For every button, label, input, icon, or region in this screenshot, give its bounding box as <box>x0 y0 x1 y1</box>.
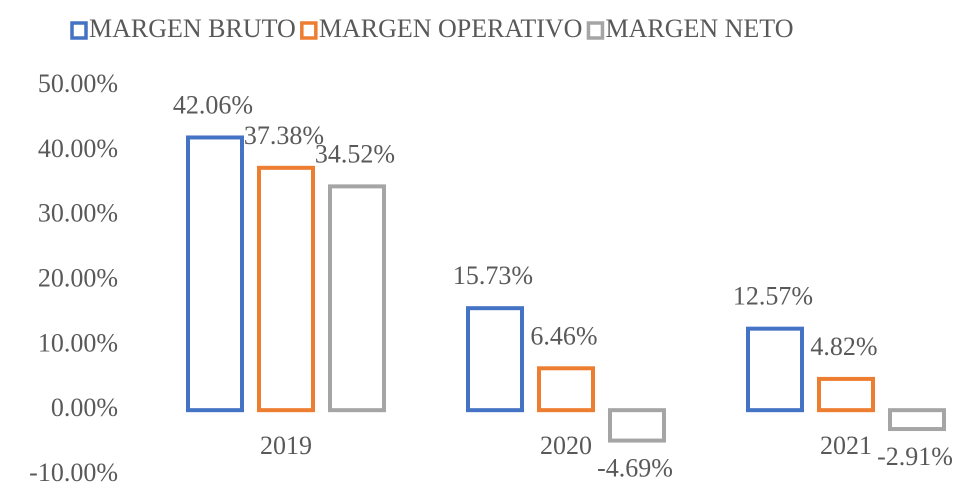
y-tick-label: 30.00% <box>38 199 118 228</box>
bar <box>466 306 524 413</box>
y-tick-label: 0.00% <box>51 393 118 422</box>
bar <box>186 135 244 413</box>
value-label: 15.73% <box>453 261 533 290</box>
legend-label: MARGEN BRUTO <box>89 14 296 43</box>
legend-label: MARGEN OPERATIVO <box>319 14 583 43</box>
bar <box>257 165 315 413</box>
bar <box>328 184 386 413</box>
value-label: 12.57% <box>733 282 813 311</box>
bar <box>537 366 595 413</box>
y-tick-label: 40.00% <box>38 134 118 163</box>
bar <box>746 326 804 413</box>
x-tick-label: 2020 <box>540 431 592 460</box>
value-label: 42.06% <box>173 90 253 119</box>
value-label: 37.38% <box>244 121 324 150</box>
value-label: -4.69% <box>597 454 673 483</box>
value-label: -2.91% <box>877 442 953 471</box>
y-tick-label: 20.00% <box>38 263 118 292</box>
legend-label: MARGEN NETO <box>605 14 793 43</box>
value-label: 34.52% <box>315 139 395 168</box>
y-tick-label: 50.00% <box>38 69 118 98</box>
y-tick-label: -10.00% <box>29 458 118 486</box>
x-tick-label: 2019 <box>260 431 312 460</box>
y-tick-label: 10.00% <box>38 328 118 357</box>
value-label: 6.46% <box>530 321 597 350</box>
legend-swatch <box>300 21 318 40</box>
legend-swatch <box>586 21 605 40</box>
x-tick-label: 2021 <box>820 431 872 460</box>
legend-swatch <box>70 21 88 40</box>
bar <box>888 408 946 432</box>
bar <box>817 376 875 413</box>
bar <box>608 408 666 443</box>
value-label: 4.82% <box>810 332 877 361</box>
